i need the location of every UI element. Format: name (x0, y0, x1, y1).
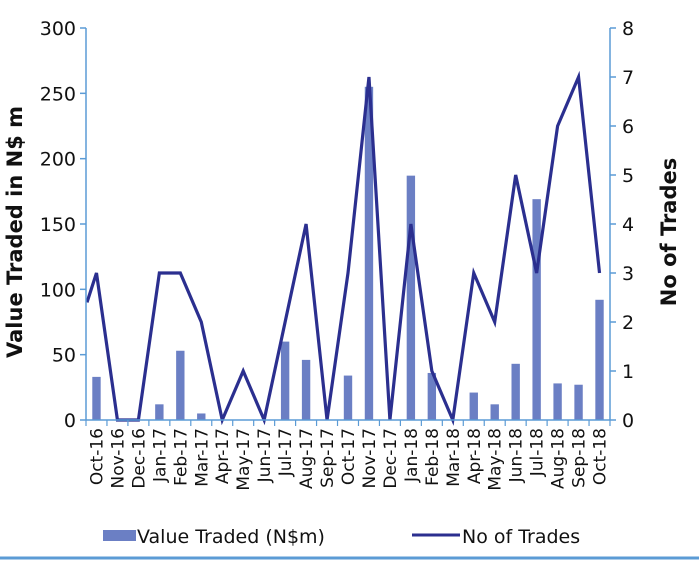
x-tick-label: Apr-17 (213, 428, 233, 484)
x-tick-label: Mar-18 (444, 428, 464, 487)
bar-Nov-17 (364, 86, 374, 421)
left-axis-ticks: 0 50 100 150 200 250 300 (40, 18, 86, 432)
right-tick-label: 3 (622, 263, 634, 285)
bar-Jun-18 (511, 363, 520, 420)
left-tick-label: 100 (40, 279, 76, 301)
x-tick-label: Oct-17 (339, 428, 359, 485)
bar-Aug-18 (553, 383, 562, 420)
bar-Oct-18 (595, 299, 604, 420)
bar-May-18 (490, 404, 499, 420)
x-tick-label: Nov-17 (360, 428, 380, 489)
bar-Feb-17 (176, 350, 185, 420)
x-tick-label: Feb-18 (423, 428, 443, 486)
bar-Jul-17 (280, 341, 290, 420)
y2-axis-title: No of Trades (657, 158, 681, 307)
x-tick-label: May-17 (234, 428, 254, 491)
right-axis-ticks: 0 1 2 3 4 5 6 7 8 (610, 18, 634, 432)
x-tick-label: Jul-17 (276, 428, 296, 477)
x-tick-label: Jul-18 (528, 428, 548, 477)
x-axis-ticks: Oct-16 Nov-16 Dec-16 Jan-17 Feb-17 Mar-17 Apr-… (85, 420, 611, 491)
legend-label-no-of-trades: No of Trades (462, 526, 580, 548)
x-tick-label: Oct-16 (87, 428, 107, 485)
x-tick-label: May-18 (486, 428, 506, 491)
no-of-trades-line-layer (85, 70, 602, 426)
x-tick-label: Jan-18 (402, 428, 422, 483)
x-tick-label: Sep-17 (318, 428, 338, 488)
bar-Mar-17 (197, 413, 206, 420)
x-tick-label: Mar-17 (192, 428, 212, 487)
right-tick-label: 1 (622, 361, 634, 383)
x-tick-label: Jun-17 (255, 428, 275, 483)
bar-Feb-18 (427, 372, 437, 420)
left-tick-label: 50 (52, 345, 76, 367)
bar-Oct-16 (92, 376, 101, 420)
bar-Jan-17 (155, 404, 164, 420)
x-tick-label: Apr-18 (465, 428, 485, 484)
bar-Apr-18 (469, 392, 478, 420)
x-tick-label: Sep-18 (570, 428, 590, 488)
no-of-trades-line (85, 70, 602, 426)
bar-Oct-17 (343, 375, 353, 420)
x-tick-label: Jun-18 (507, 428, 527, 483)
bar-Jan-18 (406, 175, 416, 420)
left-tick-label: 300 (40, 18, 76, 40)
y-axis-title: Value Traded in N$ m (3, 106, 27, 358)
legend-swatch-value-traded (103, 530, 136, 541)
x-tick-label: Dec-17 (381, 428, 401, 489)
legend: Value Traded (N$m) No of Trades (103, 526, 580, 548)
x-tick-label: Oct-18 (591, 428, 611, 485)
x-tick-label: Aug-17 (297, 428, 317, 489)
legend-label-value-traded: Value Traded (N$m) (137, 526, 325, 548)
left-tick-label: 200 (40, 149, 76, 171)
bar-Aug-17 (301, 359, 311, 420)
bar-Jul-18 (532, 199, 541, 420)
right-tick-label: 7 (622, 67, 634, 89)
value-traded-bars (92, 86, 604, 421)
x-tick-label: Nov-16 (108, 428, 128, 489)
x-tick-label: Aug-18 (549, 428, 569, 489)
right-tick-label: 8 (622, 18, 634, 40)
right-tick-label: 5 (622, 165, 634, 187)
left-tick-label: 150 (40, 214, 76, 236)
left-tick-label: 0 (64, 410, 76, 432)
left-tick-label: 250 (40, 83, 76, 105)
x-tick-label: Dec-16 (129, 428, 149, 489)
x-tick-label: Jan-17 (150, 428, 170, 483)
bar-Sep-18 (574, 384, 583, 420)
right-tick-label: 0 (622, 410, 634, 432)
right-tick-label: 6 (622, 116, 634, 138)
axes (85, 28, 611, 421)
right-tick-label: 4 (622, 214, 634, 236)
x-tick-label: Feb-17 (171, 428, 191, 486)
right-tick-label: 2 (622, 312, 634, 334)
